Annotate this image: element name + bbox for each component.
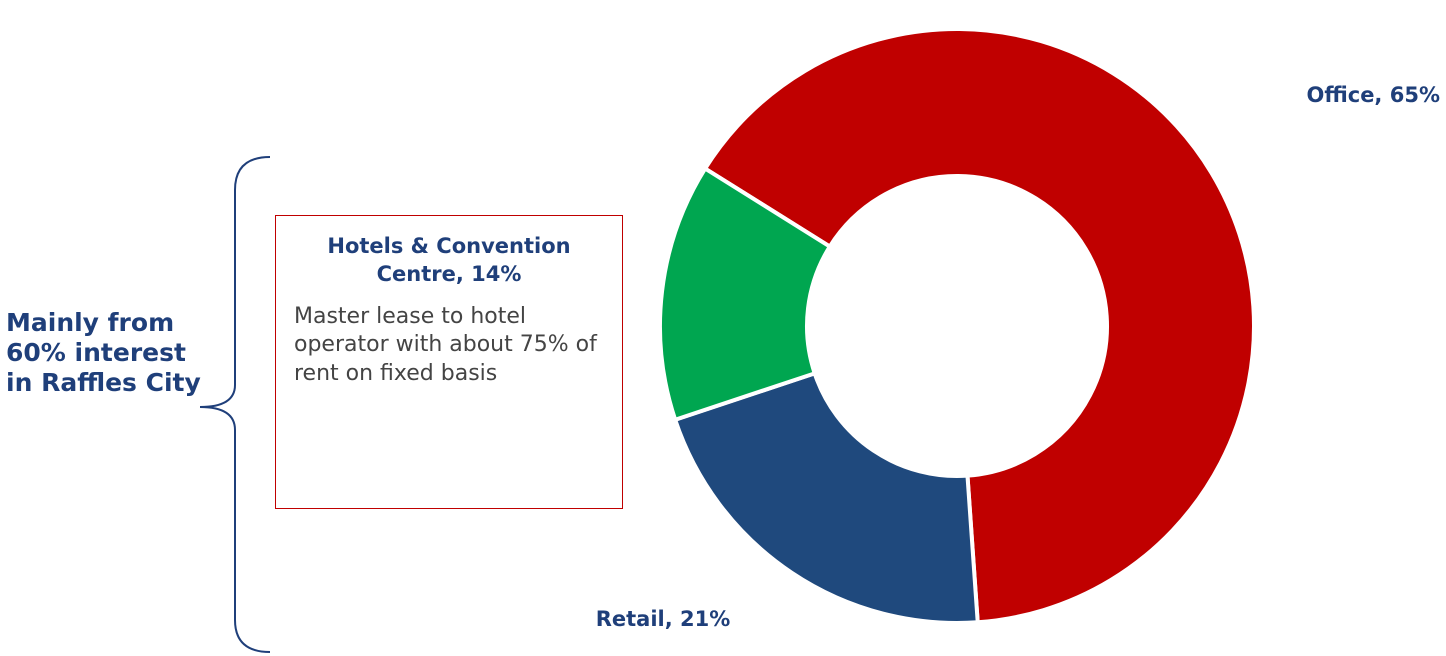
data-label: Office, 65% bbox=[1306, 83, 1440, 107]
donut-segment bbox=[672, 370, 980, 625]
bracket bbox=[199, 156, 271, 653]
donut-segment bbox=[702, 27, 1256, 625]
donut-segment bbox=[658, 165, 833, 423]
side-note: Mainly from 60% interest in Raffles City bbox=[6, 308, 201, 397]
data-label: Retail, 21% bbox=[596, 607, 731, 631]
annotation-box: Hotels & Convention Centre, 14% Master l… bbox=[275, 215, 623, 509]
data-label: Hotels & Convention Centre, 14% bbox=[327, 234, 571, 287]
annotation: Master lease to hotel operator with abou… bbox=[294, 303, 597, 386]
